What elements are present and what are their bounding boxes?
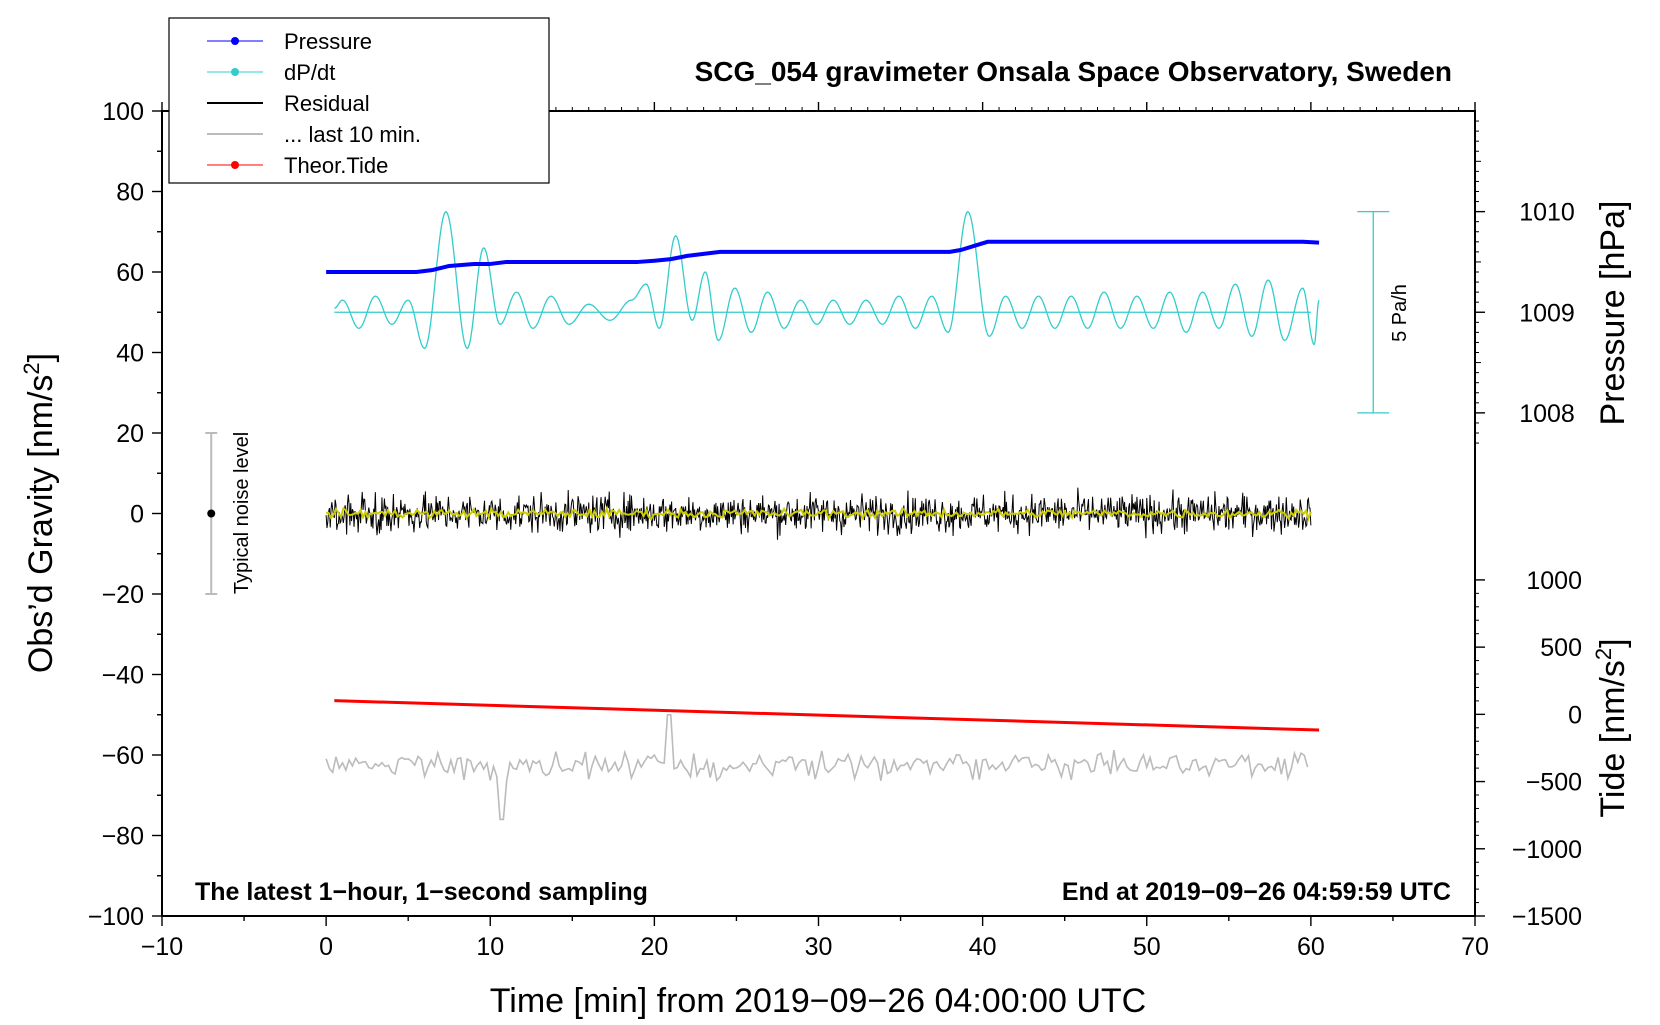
legend-marker-5 — [231, 161, 239, 169]
x-tick-label: 70 — [1461, 933, 1489, 961]
legend-label-4: ... last 10 min. — [284, 122, 421, 147]
tide-axis-label: Tide [nm/s2] — [1591, 638, 1632, 817]
legend-box — [168, 17, 550, 184]
y-axis-label-left-end: ] — [22, 353, 60, 362]
annotation-bottom-left: The latest 1−hour, 1−second sampling — [195, 878, 648, 906]
plot-frame — [161, 110, 1476, 917]
x-tick-label: 60 — [1297, 933, 1325, 961]
x-axis-label: Time [min] from 2019−09−26 04:00:00 UTC — [490, 982, 1146, 1020]
legend-label-2: dP/dt — [284, 60, 335, 85]
legend-label-5: Theor.Tide — [284, 153, 388, 178]
tide-tick-label: 500 — [1540, 634, 1582, 662]
x-tick-label: 30 — [805, 933, 833, 961]
rate-scale-label: 5 Pa/h — [1389, 284, 1411, 342]
data-series — [205, 210, 1390, 821]
pressure-axis-label: Pressure [hPa] — [1594, 201, 1632, 426]
residual-smoothed-series-line — [326, 505, 1312, 522]
y-tick-label: 0 — [130, 501, 144, 529]
y-tick-label: −100 — [88, 903, 144, 931]
tide-tick-label: −1000 — [1512, 836, 1582, 864]
tide-tick-label: 1000 — [1526, 567, 1582, 595]
last-10-min-series-line — [325, 713, 1309, 821]
y-tick-label: −40 — [102, 662, 144, 690]
tide-tick-label: −500 — [1526, 769, 1582, 797]
noise-bar-center-dot — [207, 509, 216, 518]
legend: Pressure dP/dt Residual ... last 10 min. The… — [168, 17, 550, 184]
tick-labels: −10 0 10 20 30 40 50 60 70−100−80−60−40−20020406… — [88, 98, 1582, 961]
legend-marker-2 — [231, 68, 239, 76]
tide-series-line — [334, 699, 1320, 732]
y-tick-label: 40 — [116, 340, 144, 368]
dpdt-series-line — [334, 210, 1320, 350]
y-axis-label-left-sup: 2 — [19, 362, 44, 374]
y-tick-label: 100 — [102, 98, 144, 126]
x-tick-label: 50 — [1133, 933, 1161, 961]
y-tick-label: 60 — [116, 259, 144, 287]
y-tick-label: −60 — [102, 742, 144, 770]
tide-axis-label-text: Tide [nm/s — [1594, 660, 1632, 817]
y-axis-label-left-text: Obs’d Gravity [nm/s — [22, 375, 60, 674]
x-tick-label: 10 — [476, 933, 504, 961]
x-tick-label: 20 — [640, 933, 668, 961]
y-tick-label: −80 — [102, 823, 144, 851]
y-tick-label: −20 — [102, 581, 144, 609]
tide-axis-label-end: ] — [1594, 638, 1632, 647]
y-tick-label: 20 — [116, 420, 144, 448]
x-tick-label: −10 — [141, 933, 183, 961]
tide-tick-label: 0 — [1568, 701, 1582, 729]
pressure-series-line — [326, 239, 1320, 274]
tide-tick-label: −1500 — [1512, 903, 1582, 931]
x-tick-label: 0 — [319, 933, 333, 961]
tide-axis-label-sup: 2 — [1591, 648, 1616, 660]
y-tick-label: 80 — [116, 179, 144, 207]
annotation-bottom-right: End at 2019−09−26 04:59:59 UTC — [1062, 878, 1451, 906]
pressure-tick-label: 1008 — [1519, 400, 1575, 428]
noise-level-label: Typical noise level — [231, 432, 253, 594]
legend-marker-1 — [231, 37, 239, 45]
y-axis-label-left: Obs’d Gravity [nm/s2] — [19, 353, 60, 673]
legend-label-3: Residual — [284, 91, 370, 116]
chart-title: SCG_054 gravimeter Onsala Space Observat… — [695, 56, 1452, 87]
pressure-tick-label: 1010 — [1519, 199, 1575, 227]
legend-label-1: Pressure — [284, 29, 372, 54]
pressure-tick-label: 1009 — [1519, 299, 1575, 327]
x-tick-label: 40 — [969, 933, 997, 961]
